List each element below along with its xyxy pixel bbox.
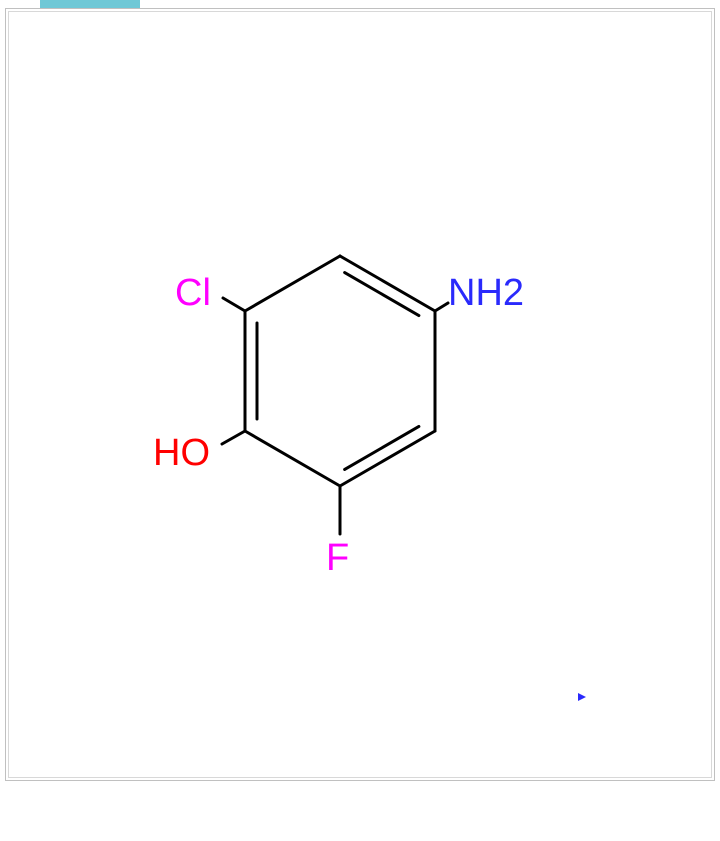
fluorine-label: F xyxy=(326,537,349,580)
molecule-svg xyxy=(0,0,720,841)
chlorine-label: Cl xyxy=(175,272,211,315)
play-icon[interactable] xyxy=(578,693,586,701)
structure-canvas[interactable]: NH2 Cl HO F xyxy=(0,0,720,841)
amino-group-label: NH2 xyxy=(448,272,524,315)
hydroxyl-label: HO xyxy=(153,432,210,475)
